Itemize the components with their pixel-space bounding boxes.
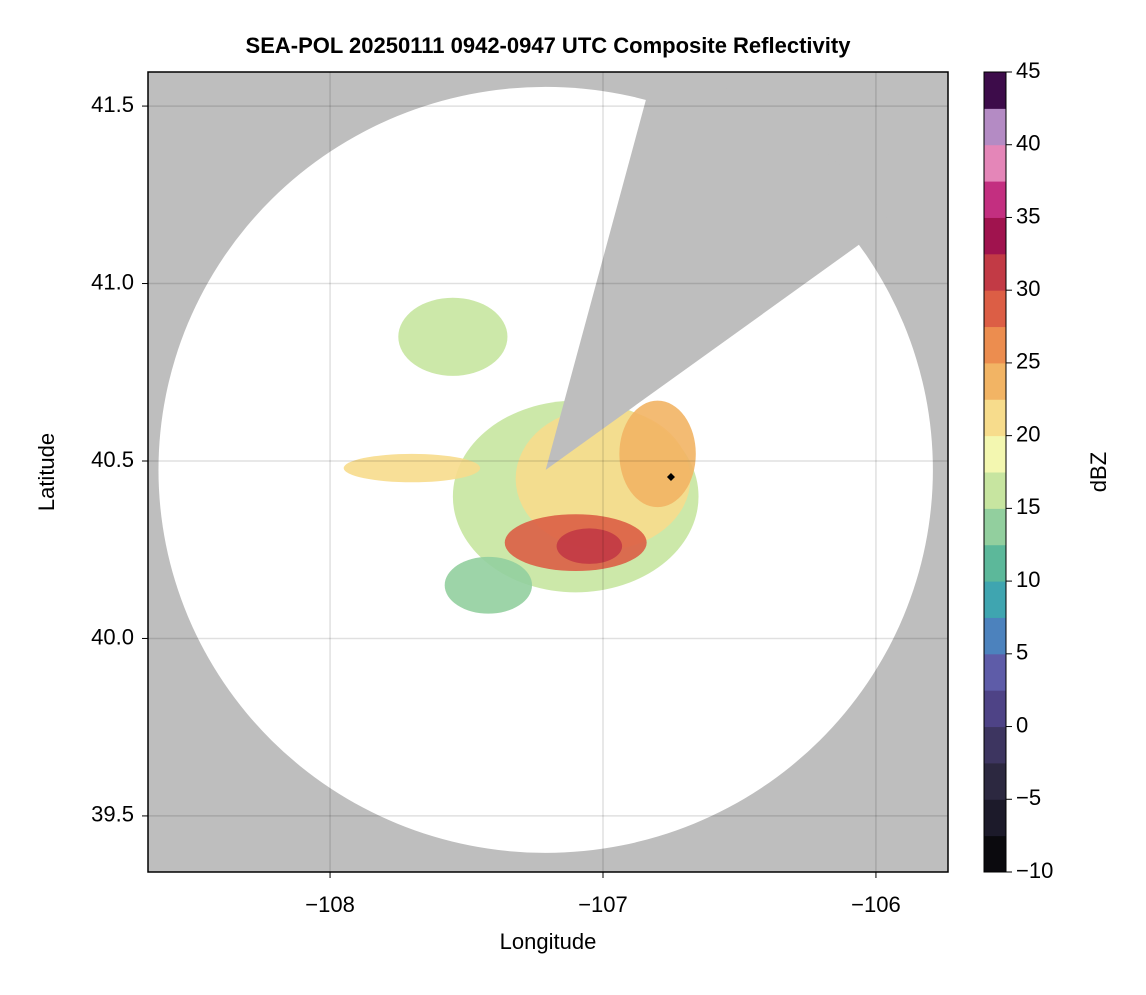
y-tick-label: 39.5: [91, 802, 134, 827]
colorbar-swatch: [984, 472, 1006, 509]
colorbar-swatch: [984, 581, 1006, 618]
colorbar-swatch: [984, 362, 1006, 400]
echo-region: [444, 556, 533, 614]
colorbar-tick-label: 45: [1016, 58, 1040, 83]
colorbar-swatch: [984, 399, 1006, 437]
colorbar-swatch: [984, 435, 1006, 473]
colorbar-swatch: [984, 653, 1006, 691]
colorbar-swatch: [984, 253, 1006, 291]
y-tick-label: 41.5: [91, 92, 134, 117]
colorbar-swatch: [984, 762, 1006, 800]
x-tick-label: −106: [851, 892, 901, 917]
x-tick-label: −107: [578, 892, 628, 917]
y-tick-label: 41.0: [91, 269, 134, 294]
colorbar-swatch: [984, 217, 1006, 255]
colorbar-label: dBZ: [1086, 452, 1111, 492]
echoes: [343, 297, 699, 614]
colorbar-tick-label: 0: [1016, 712, 1028, 737]
x-axis-label: Longitude: [500, 929, 597, 954]
colorbar-tick-label: 25: [1016, 349, 1040, 374]
colorbar-tick-label: 15: [1016, 494, 1040, 519]
colorbar-swatch: [984, 835, 1006, 873]
colorbar-swatch: [984, 544, 1006, 582]
site-marker: [666, 472, 675, 481]
colorbar-tick-label: 10: [1016, 567, 1040, 592]
colorbar-tick-label: −5: [1016, 785, 1041, 810]
echo-region: [619, 400, 696, 508]
plot-frame: [147, 71, 949, 873]
blocked-sector: [545, 72, 891, 470]
colorbar-tick-label: 20: [1016, 421, 1040, 446]
echo-region: [343, 453, 481, 483]
colorbar-swatch: [984, 108, 1006, 146]
y-tick-label: 40.0: [91, 624, 134, 649]
x-tick-label: −108: [305, 892, 355, 917]
colorbar-swatch: [984, 290, 1006, 328]
y-axis-label: Latitude: [34, 433, 59, 511]
echo-region: [556, 528, 623, 564]
colorbar-swatch: [984, 690, 1006, 728]
colorbar-frame: [983, 71, 1007, 873]
colorbar-swatch: [984, 144, 1006, 182]
colorbar-swatch: [984, 181, 1006, 218]
colorbar-tick-label: 30: [1016, 276, 1040, 301]
colorbar-tick-label: 40: [1016, 131, 1040, 156]
colorbar-swatch: [984, 726, 1006, 764]
colorbar-swatch: [984, 799, 1006, 837]
colorbar-swatch: [984, 508, 1006, 546]
colorbar-swatch: [984, 617, 1006, 655]
colorbar-swatch: [984, 72, 1006, 109]
colorbar-tick-label: 5: [1016, 640, 1028, 665]
colorbar-swatch: [984, 326, 1006, 364]
plot: [148, 72, 948, 872]
colorbar-tick-label: −10: [1016, 858, 1053, 883]
chart-title: SEA-POL 20250111 0942-0947 UTC Composite…: [246, 33, 852, 58]
colorbar-tick-label: 35: [1016, 203, 1040, 228]
echo-region: [398, 297, 508, 376]
y-tick-label: 40.5: [91, 447, 134, 472]
